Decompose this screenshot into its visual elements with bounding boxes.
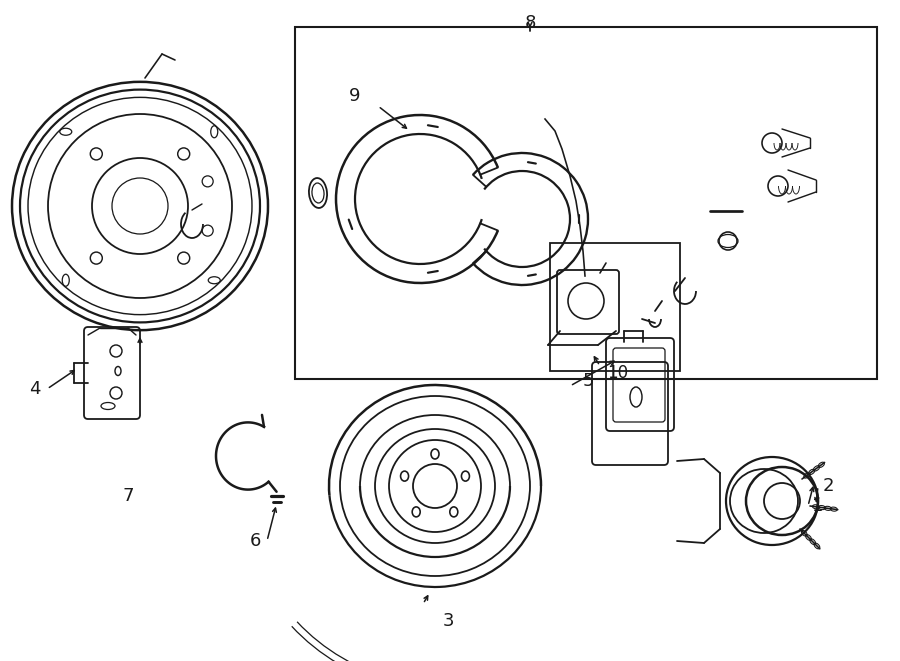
Text: 5: 5 [582,372,594,390]
Text: 7: 7 [122,487,134,505]
Text: 3: 3 [442,612,454,630]
Text: 2: 2 [823,477,833,495]
Bar [550,243,680,371]
Text: 6: 6 [249,532,261,550]
Text: 10: 10 [608,364,628,382]
Bar [295,27,877,379]
Text: 8: 8 [525,14,535,32]
Text: 4: 4 [29,380,40,398]
Text: 9: 9 [349,87,361,105]
Text: 1: 1 [813,497,824,515]
